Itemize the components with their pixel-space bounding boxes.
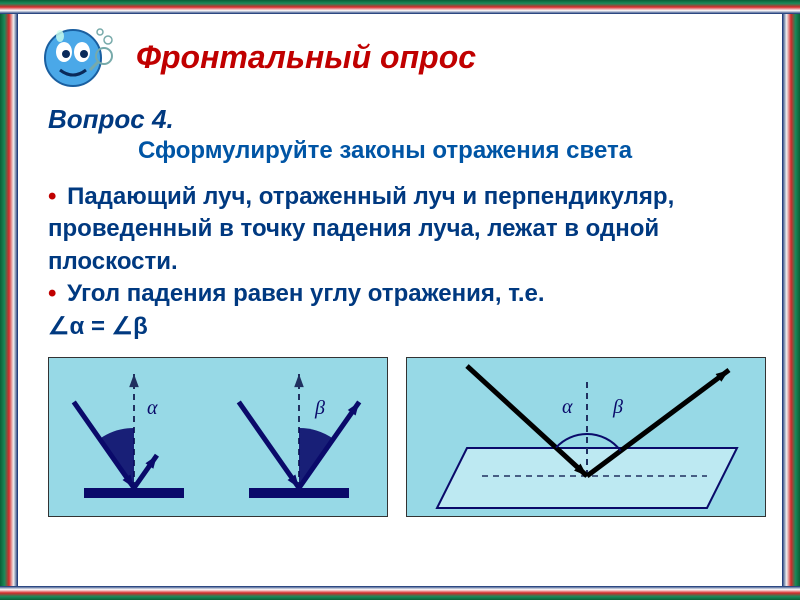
- svg-text:α: α: [147, 397, 158, 419]
- question-text: Сформулируйте законы отражения света: [138, 137, 762, 165]
- smiley-icon: [38, 22, 118, 92]
- answer-line-1: Падающий луч, отраженный луч и перпендик…: [48, 183, 674, 275]
- slide-title: Фронтальный опрос: [136, 39, 476, 76]
- diagram-reflection-panels: αβ: [48, 357, 388, 517]
- diagram-row: αβ αβ: [48, 357, 762, 517]
- frame-top: [0, 0, 800, 14]
- header-row: Фронтальный опрос: [38, 22, 762, 92]
- svg-text:β: β: [612, 396, 623, 418]
- bullet-icon: •: [48, 280, 56, 307]
- angle-beta: ∠β: [112, 313, 148, 340]
- bullet-icon: •: [48, 183, 56, 210]
- angle-alpha: ∠α: [48, 313, 84, 340]
- equals: =: [84, 313, 111, 340]
- svg-text:β: β: [314, 397, 325, 419]
- question-label: Вопрос 4.: [48, 104, 762, 135]
- svg-text:α: α: [562, 396, 573, 418]
- frame-left: [0, 0, 18, 600]
- answer-block: • Падающий луч, отраженный луч и перпенд…: [48, 181, 752, 343]
- slide-content: Фронтальный опрос Вопрос 4. Сформулируйт…: [18, 14, 782, 586]
- frame-bottom: [0, 586, 800, 600]
- diagram-reflection-plane: αβ: [406, 357, 766, 517]
- answer-line-2: Угол падения равен углу отражения, т.е.: [67, 280, 544, 307]
- frame-right: [782, 0, 800, 600]
